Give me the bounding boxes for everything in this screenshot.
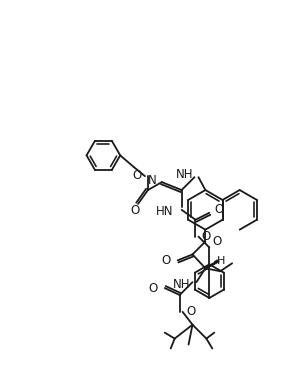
Text: O: O [201, 230, 211, 243]
Text: NH: NH [173, 277, 191, 291]
Text: O: O [133, 169, 142, 182]
Text: HN: HN [156, 205, 174, 218]
Text: O: O [212, 235, 221, 248]
Text: N: N [148, 174, 157, 187]
Text: O: O [162, 254, 171, 267]
Text: NH: NH [176, 168, 194, 181]
Text: H: H [217, 256, 226, 266]
Text: O: O [187, 305, 196, 318]
Text: O: O [148, 282, 158, 294]
Text: O: O [131, 204, 140, 217]
Text: O: O [214, 203, 223, 217]
